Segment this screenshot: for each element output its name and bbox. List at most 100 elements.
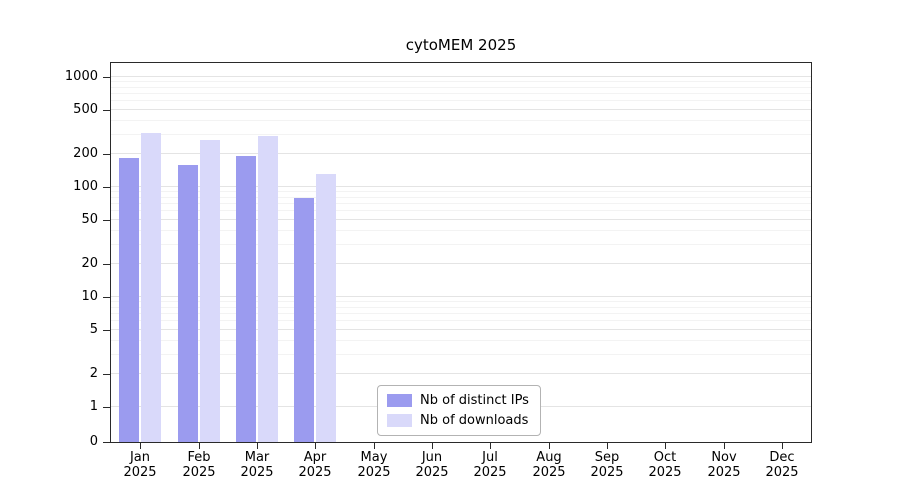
gridline-minor	[111, 306, 811, 308]
gridline	[111, 372, 811, 374]
x-tick-mark	[257, 443, 258, 449]
x-tick-label-month: Mar	[244, 450, 270, 465]
x-tick-label-year: 2025	[240, 465, 274, 480]
x-tick-label-year: 2025	[473, 465, 507, 480]
legend-label-downloads: Nb of downloads	[420, 413, 529, 428]
x-tick-label-month: Oct	[653, 450, 677, 465]
y-tick-mark	[103, 220, 110, 221]
gridline-minor	[111, 229, 811, 231]
y-tick-mark	[103, 407, 110, 408]
y-tick-mark	[103, 442, 110, 443]
y-tick-label: 200	[73, 146, 98, 161]
y-tick-mark	[103, 330, 110, 331]
x-tick-mark	[607, 443, 608, 449]
x-tick-mark	[490, 443, 491, 449]
gridline	[111, 76, 811, 77]
gridline-minor	[111, 100, 811, 102]
gridline-minor	[111, 203, 811, 205]
x-tick-label-year: 2025	[182, 465, 216, 480]
y-tick-label: 10	[81, 289, 98, 304]
x-tick-label-year: 2025	[415, 465, 449, 480]
gridline-minor	[111, 301, 811, 303]
y-tick-mark	[103, 187, 110, 188]
legend-swatch-distinct-ips	[387, 394, 412, 407]
bar-downloads-mar	[258, 136, 278, 442]
y-tick-label: 1000	[64, 69, 98, 84]
x-tick-label-month: Apr	[303, 450, 327, 465]
gridline-minor	[111, 210, 811, 212]
legend-item-distinct-ips: Nb of distinct IPs	[387, 393, 529, 408]
gridline-minor	[111, 320, 811, 322]
x-tick-mark	[432, 443, 433, 449]
chart-title: cytoMEM 2025	[405, 36, 517, 54]
bar-distinct-ips-apr	[294, 198, 314, 442]
legend-swatch-downloads	[387, 414, 412, 427]
gridline-minor	[111, 339, 811, 341]
x-tick-label-month: Sep	[594, 450, 620, 465]
y-tick-label: 20	[81, 256, 98, 271]
x-tick-mark	[140, 443, 141, 449]
bar-downloads-feb	[200, 140, 220, 442]
x-tick-label-year: 2025	[123, 465, 157, 480]
y-tick-label: 500	[73, 102, 98, 117]
y-tick-label: 2	[89, 366, 98, 381]
bar-distinct-ips-jan	[119, 158, 139, 442]
gridline-minor	[111, 191, 811, 193]
x-tick-mark	[782, 443, 783, 449]
gridline-minor	[111, 133, 811, 135]
x-tick-label-year: 2025	[357, 465, 391, 480]
y-tick-label: 1	[89, 399, 98, 414]
x-tick-mark	[665, 443, 666, 449]
gridline	[111, 296, 811, 297]
bar-distinct-ips-mar	[236, 156, 256, 442]
gridline-minor	[111, 353, 811, 355]
gridline	[111, 109, 811, 111]
y-tick-label: 5	[89, 322, 98, 337]
x-tick-label-month: Dec	[769, 450, 795, 465]
legend-label-distinct-ips: Nb of distinct IPs	[420, 393, 529, 408]
gridline-minor	[111, 196, 811, 198]
gridline-minor	[111, 313, 811, 315]
bar-distinct-ips-feb	[178, 165, 198, 442]
gridline	[111, 219, 811, 221]
gridline	[111, 152, 811, 154]
x-tick-label-year: 2025	[648, 465, 682, 480]
x-tick-label-month: Jan	[129, 450, 151, 465]
gridline-minor	[111, 81, 811, 83]
legend: Nb of distinct IPs Nb of downloads	[377, 385, 541, 436]
x-tick-label-year: 2025	[532, 465, 566, 480]
gridline-minor	[111, 93, 811, 95]
x-tick-label-month: Feb	[187, 450, 211, 465]
legend-item-downloads: Nb of downloads	[387, 413, 529, 428]
bar-downloads-jan	[141, 133, 161, 442]
y-tick-label: 50	[81, 212, 98, 227]
x-tick-label-year: 2025	[707, 465, 741, 480]
y-tick-mark	[103, 154, 110, 155]
gridline	[111, 262, 811, 264]
gridline-minor	[111, 243, 811, 245]
x-tick-label-month: May	[360, 450, 388, 465]
plot-area: Nb of distinct IPs Nb of downloads	[110, 62, 812, 443]
x-tick-mark	[199, 443, 200, 449]
y-tick-mark	[103, 374, 110, 375]
gridline	[111, 186, 811, 187]
gridline-minor	[111, 86, 811, 88]
x-tick-label-year: 2025	[298, 465, 332, 480]
x-tick-label-month: Jul	[482, 450, 498, 465]
y-tick-mark	[103, 264, 110, 265]
bar-downloads-apr	[316, 174, 336, 442]
x-tick-mark	[374, 443, 375, 449]
y-tick-mark	[103, 297, 110, 298]
gridline	[111, 329, 811, 331]
x-tick-mark	[724, 443, 725, 449]
x-tick-mark	[549, 443, 550, 449]
y-tick-label: 0	[89, 434, 98, 449]
x-tick-label-month: Nov	[711, 450, 737, 465]
x-tick-label-month: Aug	[536, 450, 562, 465]
y-tick-mark	[103, 110, 110, 111]
y-tick-label: 100	[73, 179, 98, 194]
x-tick-label-month: Jun	[421, 450, 443, 465]
x-tick-label-year: 2025	[590, 465, 624, 480]
y-tick-mark	[103, 77, 110, 78]
